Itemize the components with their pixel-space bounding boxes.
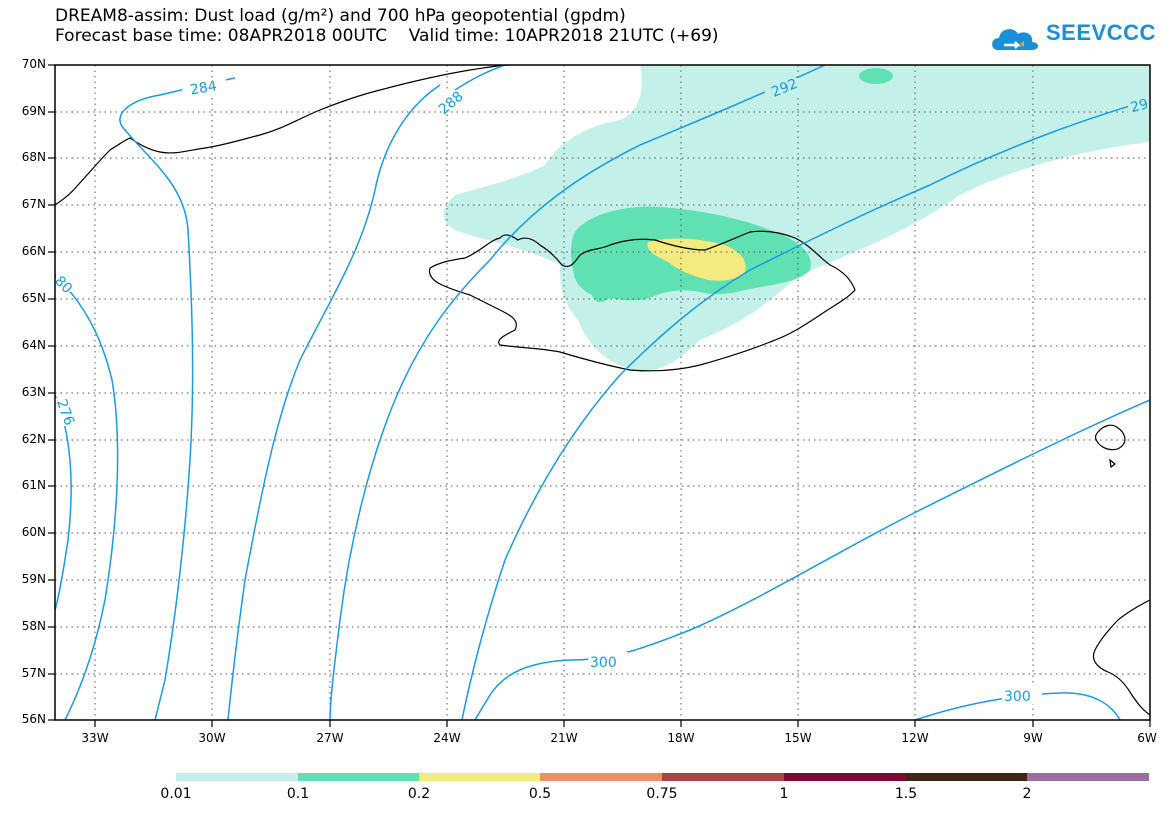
dust-shade-0.1-patch (859, 68, 893, 84)
lon-label: 27W (316, 731, 344, 745)
lon-label: 18W (667, 731, 695, 745)
colorbar-swatch-7 (1027, 773, 1149, 781)
lat-label: 59N (21, 572, 46, 586)
lat-label: 57N (21, 666, 46, 680)
lat-label: 69N (21, 104, 46, 118)
contour-280 (55, 274, 119, 720)
cloud-icon (992, 29, 1038, 50)
seevccc-logo (992, 29, 1038, 50)
colorbar-label: 0.2 (407, 786, 431, 802)
lon-label: 21W (550, 731, 578, 745)
colorbar-swatch-2 (419, 773, 540, 781)
colorbar-label: 0.5 (528, 786, 552, 802)
lat-label: 56N (21, 712, 46, 726)
map-title: DREAM8-assim: Dust load (g/m²) and 700 h… (55, 6, 626, 26)
contour-label-300b: 300 (1004, 689, 1031, 705)
colorbar-label: 0.75 (646, 786, 678, 802)
lat-label: 64N (21, 338, 46, 352)
lon-label: 6W (1137, 731, 1157, 745)
logo-text: SEEVCCC (1046, 20, 1156, 45)
lat-label: 63N (21, 385, 46, 399)
lon-label: 12W (901, 731, 929, 745)
colorbar-label: 1.5 (894, 786, 918, 802)
iceland-coast (428, 230, 856, 372)
lat-label: 61N (21, 478, 46, 492)
contour-292 (329, 65, 826, 720)
dust-shade-0.01 (443, 65, 1150, 372)
colorbar-swatch-1 (298, 773, 419, 781)
colorbar-swatch-6 (906, 773, 1027, 781)
lat-label: 60N (21, 525, 46, 539)
lat-label: 70N (21, 57, 46, 71)
contour-label-276: 276 (53, 397, 77, 428)
contour-288b (454, 65, 506, 91)
lon-label: 15W (784, 731, 812, 745)
contour-296 (461, 99, 1150, 720)
coastlines (55, 65, 1150, 716)
lat-label: 62N (21, 432, 46, 446)
greenland-coast (55, 65, 511, 206)
contour-label-300: 300 (590, 655, 617, 671)
lon-label: 9W (1023, 731, 1043, 745)
colorbar-label: 2 (1022, 786, 1032, 802)
contour-300 (474, 399, 1150, 720)
contour-300b (914, 692, 1121, 720)
lat-label: 66N (21, 244, 46, 258)
lat-label: 67N (21, 197, 46, 211)
geopotential-contours (55, 65, 1150, 720)
lon-label: 33W (81, 731, 109, 745)
lat-label: 68N (21, 150, 46, 164)
faroe-islands (1094, 424, 1126, 469)
colorbar-swatch-0 (176, 773, 298, 781)
contour-288 (227, 84, 441, 720)
colorbar-label: 0.1 (286, 786, 310, 802)
contour-label-284: 284 (189, 78, 218, 98)
colorbar-swatch-5 (784, 773, 906, 781)
colorbar (176, 773, 1149, 781)
colorbar-swatch-4 (662, 773, 784, 781)
lon-label: 30W (198, 731, 226, 745)
lat-label: 58N (21, 619, 46, 633)
contour-label-296: 29 (1129, 96, 1150, 116)
scotland-coast (1092, 599, 1150, 716)
colorbar-label: 0.01 (160, 786, 192, 802)
contour-284 (119, 77, 236, 720)
colorbar-swatch-3 (540, 773, 662, 781)
axis-ticks (48, 64, 1151, 727)
dust-shade-0.2 (647, 238, 746, 281)
colorbar-label: 1 (779, 786, 789, 802)
forecast-time-line: Forecast base time: 08APR2018 00UTC Vali… (55, 26, 719, 46)
lon-label: 24W (433, 731, 461, 745)
graticule (55, 65, 1150, 720)
lat-label: 65N (21, 291, 46, 305)
